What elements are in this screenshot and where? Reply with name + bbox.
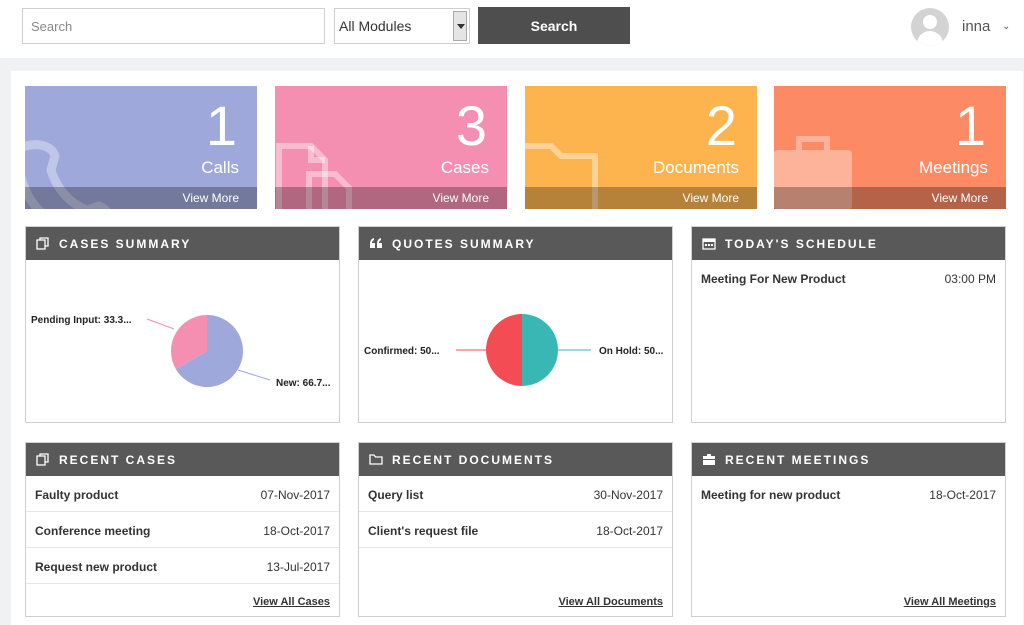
item-title: Faulty product [35,488,119,502]
view-all-cases-link[interactable]: View All Cases [252,596,330,608]
list-item[interactable]: Client's request file 18-Oct-2017 [359,512,672,548]
panel-header: TODAY'S SCHEDULE [692,227,1005,260]
item-date: 18-Oct-2017 [263,524,330,538]
panel-header: CASES SUMMARY [26,227,339,260]
list-item[interactable]: Meeting For New Product 03:00 PM [692,260,1005,296]
item-title: Conference meeting [35,524,151,538]
top-bar: All Modules Search inna ⌄ [0,0,1024,58]
item-date: 07-Nov-2017 [260,488,330,502]
tile-count: 3 [455,94,487,157]
tile-count: 1 [205,94,237,157]
pie-slice-new [175,315,243,387]
list-item[interactable]: Faulty product 07-Nov-2017 [26,476,339,512]
search-button[interactable]: Search [478,7,630,44]
folder-icon [525,143,598,209]
pie-slice-pending [170,315,207,369]
quotes-pie-chart [456,314,591,386]
list-item[interactable]: Request new product 13-Jul-2017 [26,548,339,584]
pie-label-pending: Pending Input: 33.3... [31,315,132,326]
item-title: Request new product [35,560,158,574]
briefcase-icon [703,454,715,465]
avatar[interactable] [911,8,949,46]
view-all-meetings-link[interactable]: View All Meetings [903,596,996,608]
tile-label: Meetings [919,158,988,177]
list-item[interactable]: Conference meeting 18-Oct-2017 [26,512,339,548]
panel-title: TODAY'S SCHEDULE [725,237,878,251]
quote-icon [370,238,382,248]
panel-title: RECENT CASES [59,453,178,467]
username[interactable]: inna [962,18,991,35]
schedule-item-title: Meeting For New Product [701,272,846,286]
module-select[interactable]: All Modules [334,8,470,44]
list-item[interactable]: Meeting for new product 18-Oct-2017 [692,476,1005,512]
tile-count: 2 [705,94,737,157]
tile-count: 1 [954,94,986,157]
view-more-link[interactable]: View More [774,187,1006,209]
chevron-down-icon[interactable] [453,11,467,41]
recent-documents-panel: RECENT DOCUMENTS Query list 30-Nov-2017 … [358,442,673,617]
phone-icon [25,140,111,209]
list-item[interactable]: Query list 30-Nov-2017 [359,476,672,512]
recent-cases-panel: RECENT CASES Faulty product 07-Nov-2017 … [25,442,340,617]
todays-schedule-panel: TODAY'S SCHEDULE Meeting For New Product… [691,226,1006,423]
tile-cases[interactable]: 3 Cases View More [275,86,507,209]
view-more-link[interactable]: View More [25,187,257,209]
panel-title: RECENT DOCUMENTS [392,453,555,467]
chevron-down-icon[interactable]: ⌄ [1002,21,1011,32]
calendar-icon [702,238,716,250]
pie-label-new: New: 66.7... [276,378,331,389]
tile-meetings[interactable]: 1 Meetings View More [774,86,1006,209]
panel-header: RECENT MEETINGS [692,443,1005,476]
copy-icon [36,237,49,250]
briefcase-icon [774,136,852,209]
search-input[interactable] [22,8,325,44]
recent-meetings-panel: RECENT MEETINGS Meeting for new product … [691,442,1006,617]
cases-pie-chart [146,315,271,387]
tile-label: Calls [201,158,239,177]
panel-header: QUOTES SUMMARY [359,227,672,260]
quotes-summary-panel: QUOTES SUMMARY Confirmed: 50... On Hold:… [358,226,673,423]
tile-calls[interactable]: 1 Calls View More [25,86,257,209]
pie-label-confirmed: Confirmed: 50... [364,346,440,357]
tile-documents[interactable]: 2 Documents View More [525,86,757,209]
view-all-documents-link[interactable]: View All Documents [558,596,663,608]
panel-title: QUOTES SUMMARY [392,237,536,251]
item-date: 18-Oct-2017 [929,488,996,502]
panel-header: RECENT DOCUMENTS [359,443,672,476]
tile-label: Cases [440,158,489,177]
folder-icon [369,454,383,465]
item-title: Query list [368,488,424,502]
item-date: 13-Jul-2017 [266,560,330,574]
cases-summary-panel: CASES SUMMARY Pending Input: 33.3... New… [25,226,340,423]
panel-title: CASES SUMMARY [59,237,192,251]
pie-label-on-hold: On Hold: 50... [599,346,664,357]
documents-icon [276,143,352,209]
item-date: 30-Nov-2017 [593,488,663,502]
tile-label: Documents [653,158,739,177]
pie-slice-confirmed [486,314,522,386]
item-title: Meeting for new product [701,488,841,502]
item-date: 18-Oct-2017 [596,524,663,538]
item-title: Client's request file [368,524,479,538]
schedule-item-time: 03:00 PM [944,272,996,286]
view-more-link[interactable]: View More [275,187,507,209]
pie-slice-on-hold [522,314,558,386]
copy-icon [36,453,49,466]
module-select-value: All Modules [339,18,412,34]
panel-title: RECENT MEETINGS [725,453,871,467]
panel-header: RECENT CASES [26,443,339,476]
view-more-link[interactable]: View More [525,187,757,209]
